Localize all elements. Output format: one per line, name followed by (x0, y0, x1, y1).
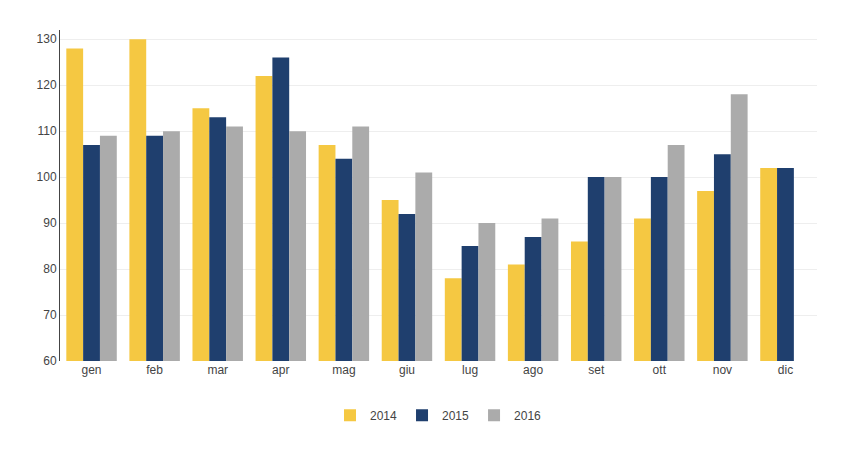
svg-text:110: 110 (37, 124, 56, 138)
svg-text:giu: giu (399, 363, 415, 377)
svg-text:2014: 2014 (370, 409, 397, 423)
svg-text:mar: mar (207, 363, 228, 377)
svg-text:100: 100 (37, 170, 57, 184)
svg-text:feb: feb (146, 363, 163, 377)
svg-text:mag: mag (332, 363, 355, 377)
svg-text:60: 60 (43, 354, 57, 368)
svg-text:120: 120 (37, 78, 57, 92)
svg-text:lug: lug (462, 363, 478, 377)
svg-text:ott: ott (653, 363, 667, 377)
svg-text:2016: 2016 (514, 409, 541, 423)
svg-text:90: 90 (43, 216, 57, 230)
svg-text:dic: dic (778, 363, 793, 377)
svg-text:80: 80 (43, 262, 57, 276)
svg-text:ago: ago (523, 363, 543, 377)
svg-text:apr: apr (272, 363, 289, 377)
svg-text:2015: 2015 (442, 409, 469, 423)
svg-text:set: set (588, 363, 605, 377)
svg-text:gen: gen (82, 363, 102, 377)
svg-text:130: 130 (37, 32, 57, 46)
svg-text:70: 70 (43, 308, 57, 322)
svg-text:nov: nov (713, 363, 732, 377)
